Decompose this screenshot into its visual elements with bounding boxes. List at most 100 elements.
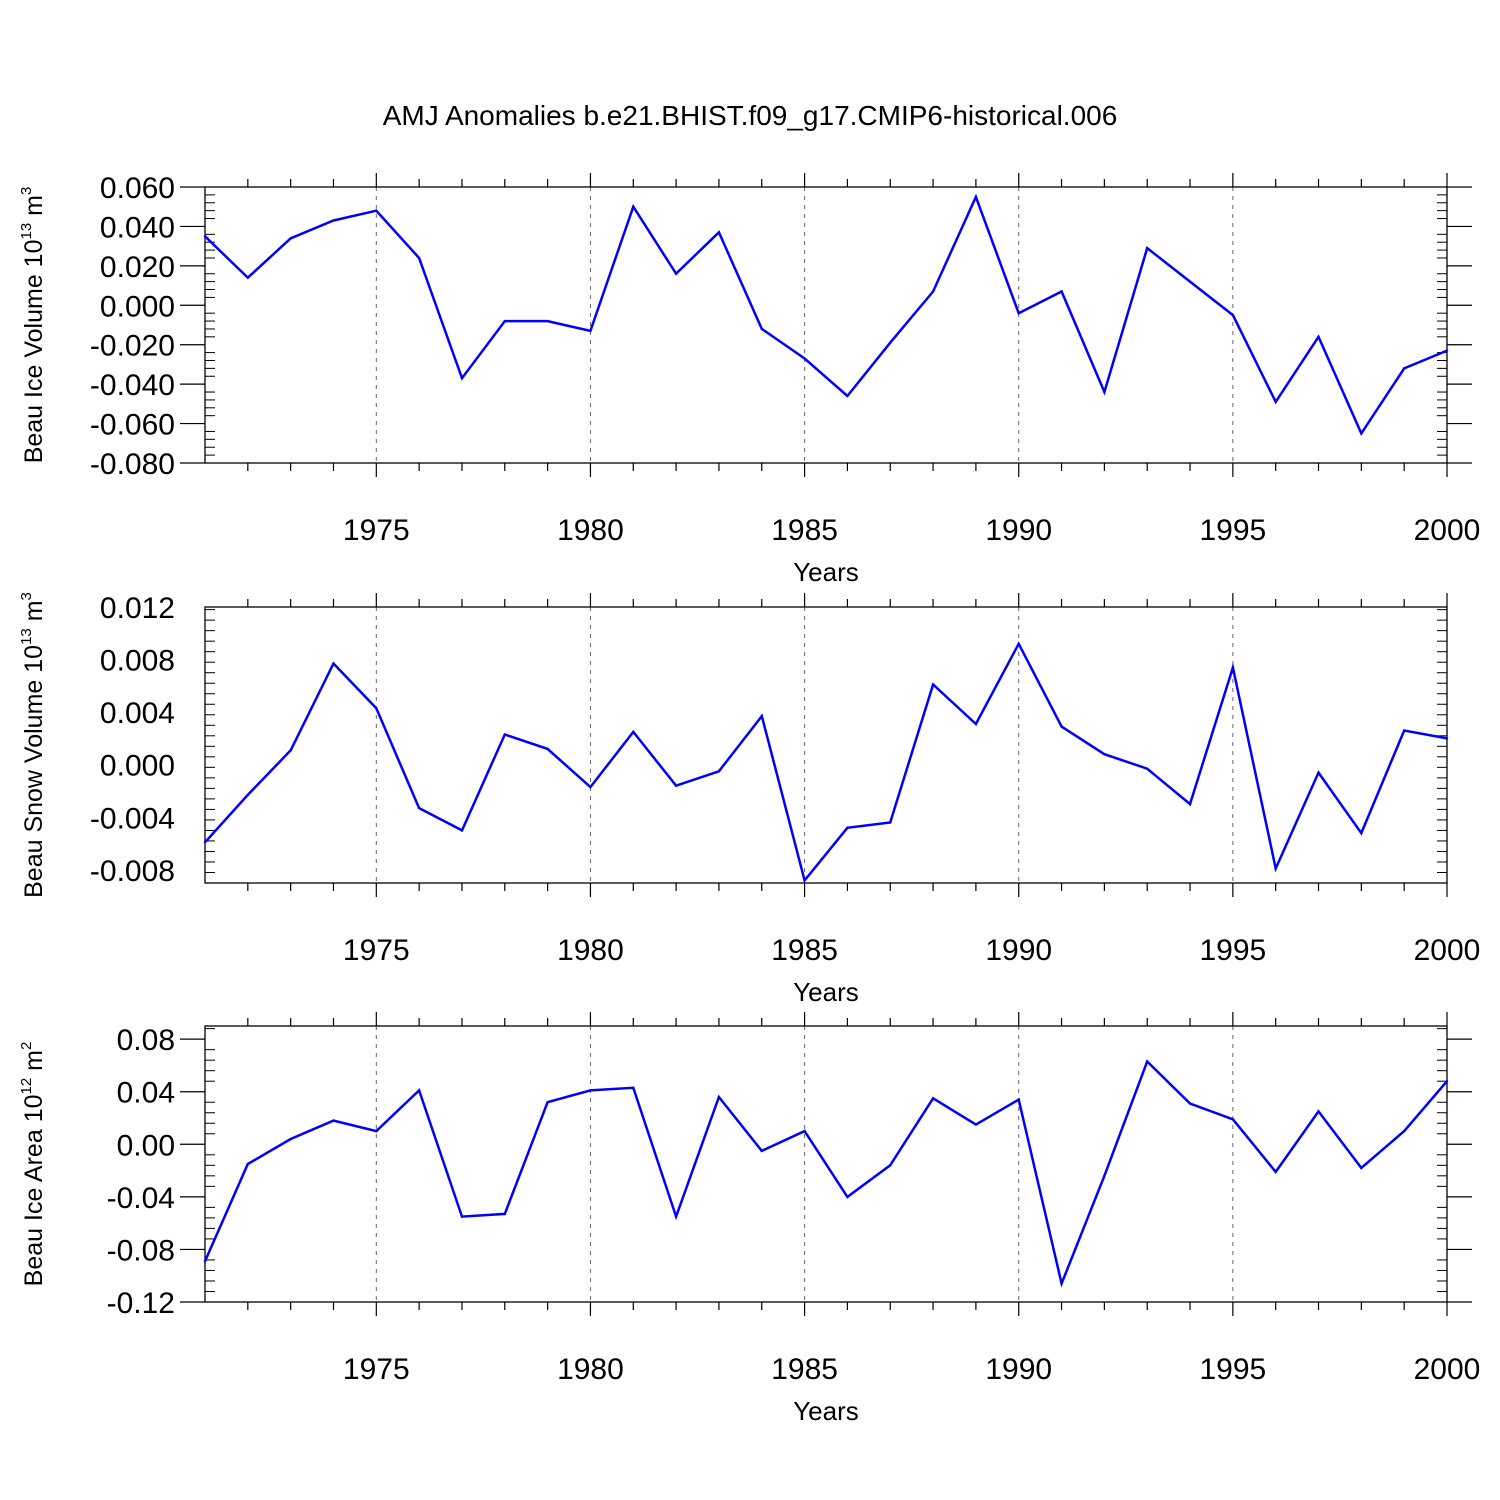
data-point [931, 1097, 935, 1100]
y-tick-label: -0.060 [90, 409, 175, 442]
data-point [1274, 867, 1277, 870]
data-point [674, 1215, 678, 1218]
y-tick-label: -0.008 [90, 855, 175, 888]
data-point [974, 722, 978, 726]
data-point [760, 714, 763, 718]
y-tick-label: 0.020 [100, 251, 175, 284]
data-point [632, 730, 635, 734]
y-tick-label: -0.04 [107, 1182, 175, 1215]
data-point [332, 662, 335, 665]
data-point [417, 806, 421, 810]
data-point [289, 1137, 292, 1141]
y-tick-label: 0.000 [100, 750, 175, 783]
data-point [717, 231, 721, 234]
y-tick-label: 0.012 [100, 592, 175, 625]
data-point [803, 879, 806, 882]
data-point [589, 329, 592, 333]
data-point [760, 1149, 763, 1153]
data-point [1060, 1282, 1063, 1285]
data-point [717, 1095, 721, 1099]
data-point [203, 235, 207, 238]
x-tick-label: 1985 [771, 934, 838, 967]
data-point [931, 290, 935, 293]
data-point [803, 1129, 806, 1133]
data-point [417, 1089, 421, 1092]
data-point [760, 327, 763, 331]
data-point [546, 319, 549, 323]
y-tick-label: -0.020 [90, 330, 175, 363]
data-point [1017, 642, 1020, 645]
data-point [375, 1129, 378, 1133]
panel-1: 0.060 0.040 0.020 0.000 -0.020 -0.040 -0.060 -0… [18, 172, 1480, 587]
x-axis-label: Years [793, 977, 859, 1007]
data-point [1017, 1098, 1020, 1101]
data-point [1402, 367, 1406, 370]
series-line [204, 641, 1448, 884]
plot-frame [204, 606, 1448, 884]
x-tick-label: 1985 [771, 514, 838, 547]
data-point [1360, 432, 1363, 435]
x-tick-label: 1975 [343, 1353, 410, 1386]
data-point [503, 1212, 506, 1216]
data-point [846, 1195, 849, 1199]
chart-title: AMJ Anomalies b.e21.BHIST.f09_g17.CMIP6-… [383, 100, 1118, 131]
data-point [632, 205, 635, 208]
x-axis-label: Years [793, 1396, 859, 1426]
data-point [246, 793, 250, 797]
data-point [503, 733, 506, 736]
data-point [1360, 831, 1363, 835]
data-point [1188, 1102, 1192, 1105]
data-point [1188, 802, 1192, 806]
y-axis-label-exponent: 3 [18, 592, 35, 600]
x-tick-label: 2000 [1414, 514, 1481, 547]
data-point [460, 1215, 464, 1218]
panel-2: 0.012 0.008 0.004 0.000 -0.004 -0.008 1975 1980… [18, 592, 1480, 1007]
data-point [460, 829, 464, 832]
data-point [1274, 400, 1277, 404]
data-point [460, 377, 464, 380]
y-tick-label: 0.00 [117, 1129, 175, 1162]
y-axis-label-part: Beau Ice Area 10 [20, 1095, 48, 1287]
y-axis-label-exponent: 13 [18, 223, 35, 240]
x-tick-label: 1975 [343, 934, 410, 967]
series-line [203, 1059, 1448, 1288]
data-point [375, 209, 378, 212]
series-line [204, 193, 1448, 436]
data-point [1231, 1118, 1235, 1121]
x-tick-label: 1985 [771, 1353, 838, 1386]
y-axis-label-part: m [20, 1050, 48, 1078]
y-axis-label-part: m [20, 600, 48, 628]
data-point [1146, 767, 1149, 770]
data-point [717, 770, 721, 773]
data-point [889, 821, 892, 824]
data-point [1402, 729, 1406, 732]
x-tick-label: 2000 [1414, 934, 1481, 967]
y-axis-label-exponent: 3 [18, 187, 35, 195]
y-tick-label: 0.040 [100, 211, 175, 244]
y-axis-label-part: m [20, 195, 48, 223]
x-tick-label: 2000 [1414, 1353, 1481, 1386]
x-tick-label: 1990 [985, 934, 1052, 967]
y-axis-label-part: Beau Ice Volume 10 [20, 240, 48, 464]
y-axis-label-exponent: 12 [18, 1078, 35, 1095]
y-tick-label: 0.004 [100, 697, 175, 730]
data-point [1060, 725, 1063, 728]
y-tick-label: -0.08 [107, 1234, 175, 1267]
data-point [974, 1123, 978, 1126]
y-tick-label: 0.060 [100, 172, 175, 205]
data-point [246, 1162, 250, 1166]
data-point [803, 357, 806, 360]
data-point [632, 1086, 635, 1089]
data-point [1146, 1060, 1149, 1063]
data-point [1231, 313, 1235, 317]
y-tick-label: 0.000 [100, 290, 175, 323]
data-point [1402, 1129, 1406, 1133]
data-point [1360, 1166, 1363, 1170]
data-point [674, 784, 678, 787]
data-point [546, 747, 549, 751]
data-point [503, 319, 506, 323]
data-point [375, 707, 378, 710]
y-tick-label: -0.080 [90, 448, 175, 481]
data-point [1103, 1174, 1106, 1178]
